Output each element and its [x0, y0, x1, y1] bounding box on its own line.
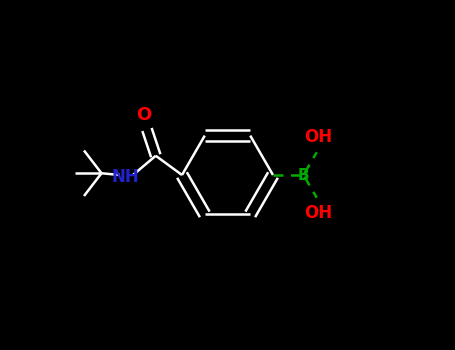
Text: OH: OH	[304, 128, 333, 146]
Text: NH: NH	[111, 168, 139, 186]
Text: O: O	[136, 106, 151, 124]
Text: B: B	[298, 168, 309, 182]
Text: OH: OH	[304, 204, 333, 222]
